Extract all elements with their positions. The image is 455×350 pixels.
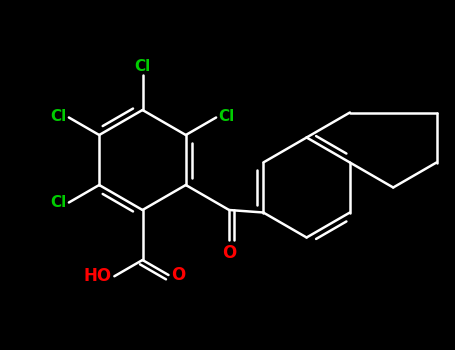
Text: O: O (222, 244, 236, 262)
Text: O: O (172, 266, 186, 284)
Text: Cl: Cl (50, 195, 66, 210)
Text: Cl: Cl (134, 59, 151, 74)
Text: Cl: Cl (218, 109, 235, 124)
Text: HO: HO (83, 267, 111, 285)
Text: Cl: Cl (50, 109, 66, 124)
